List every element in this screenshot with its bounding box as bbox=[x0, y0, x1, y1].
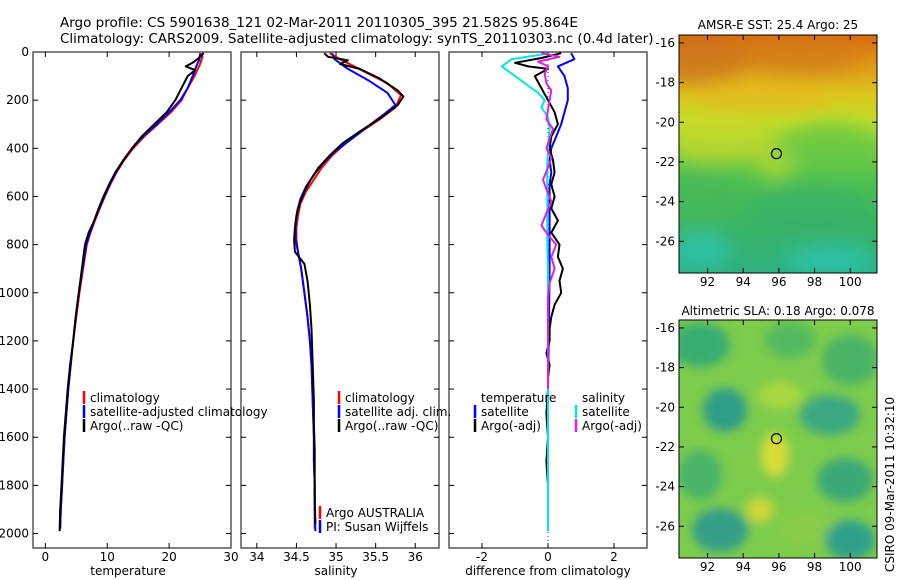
legend-label: climatology bbox=[345, 391, 415, 405]
sla-map-field bbox=[679, 320, 877, 558]
y-tick-label: -22 bbox=[655, 440, 675, 454]
series-line-temperature-argo-adj bbox=[514, 52, 564, 486]
y-tick-label: 400 bbox=[6, 141, 29, 155]
salinity-legend: climatology satellite adj. clim. Argo(..… bbox=[318, 391, 451, 534]
y-tick-label: -16 bbox=[655, 36, 675, 50]
x-tick-label: 10 bbox=[100, 550, 115, 564]
temperature-lines bbox=[58, 52, 205, 532]
y-tick-label: -18 bbox=[655, 76, 675, 90]
difference-lines bbox=[500, 52, 576, 548]
temperature-axes bbox=[32, 51, 232, 549]
y-tick-label: 1000 bbox=[0, 286, 29, 300]
x-tick-label: 92 bbox=[700, 560, 715, 574]
argo-position-markers bbox=[770, 148, 783, 445]
y-tick-label: 1200 bbox=[0, 334, 29, 348]
legend-label: satellite bbox=[481, 405, 529, 419]
figure-title-line2: Climatology: CARS2009. Satellite-adjuste… bbox=[60, 31, 653, 47]
x-tick-label: -2 bbox=[476, 550, 488, 564]
x-tick-label: 0 bbox=[544, 550, 552, 564]
x-tick-label: 96 bbox=[771, 560, 786, 574]
temperature-legend: climatology satellite-adjusted climatolo… bbox=[82, 391, 268, 433]
y-tick-label: 600 bbox=[6, 189, 29, 203]
y-tick-label: -20 bbox=[655, 115, 675, 129]
tick-labels: 0 10 20 30020040060080010001200140016001800… bbox=[0, 35, 877, 574]
x-tick-label: 30 bbox=[223, 550, 238, 564]
legend-header-salinity: salinity bbox=[582, 391, 625, 405]
legend-header-temperature: temperature bbox=[481, 391, 556, 405]
x-tick-label: 35 bbox=[328, 550, 343, 564]
legend-label: satellite adj. clim. bbox=[345, 405, 451, 419]
x-tick-label: 100 bbox=[839, 275, 862, 289]
series-line-argo-raw-qc bbox=[293, 52, 405, 524]
x-tick-label: 2 bbox=[610, 550, 618, 564]
legend-label: Argo(-adj) bbox=[582, 419, 642, 433]
x-tick-label: 20 bbox=[161, 550, 176, 564]
x-tick-label: 96 bbox=[771, 275, 786, 289]
sst-map-field bbox=[679, 35, 877, 273]
legend-label: satellite bbox=[582, 405, 630, 419]
series-line-salinity-argo-adj bbox=[537, 52, 561, 390]
series-line-climatology bbox=[295, 52, 402, 529]
series-line-temperature-satellite bbox=[547, 52, 576, 390]
series-line-satellite-adjusted-climatology bbox=[59, 53, 202, 529]
side-label: CSIRO 09-Mar-2011 10:32:10 bbox=[883, 397, 897, 572]
sst-map-title: AMSR-E SST: 25.4 Argo: 25 bbox=[698, 18, 858, 32]
figure-title-line1: Argo profile: CS 5901638_121 02-Mar-2011… bbox=[60, 15, 578, 31]
x-tick-label: 35.5 bbox=[362, 550, 389, 564]
series-line-salinity-satellite bbox=[500, 52, 551, 532]
y-tick-label: 200 bbox=[6, 93, 29, 107]
legend-label: Argo(..raw -QC) bbox=[90, 419, 183, 433]
y-tick-label: -18 bbox=[655, 361, 675, 375]
y-tick-label: -24 bbox=[655, 195, 675, 209]
annotation-argo-australia: Argo AUSTRALIA bbox=[326, 506, 425, 520]
x-tick-label: 34.5 bbox=[283, 550, 310, 564]
y-tick-label: 1400 bbox=[0, 382, 29, 396]
annotation-pi: PI: Susan Wijffels bbox=[326, 520, 428, 534]
argo-position-marker bbox=[770, 433, 783, 445]
difference-xlabel: difference from climatology bbox=[465, 564, 631, 578]
x-tick-label: 98 bbox=[807, 560, 822, 574]
x-tick-label: 94 bbox=[736, 560, 751, 574]
y-tick-label: -24 bbox=[655, 480, 675, 494]
series-line-satellite-adj-clim bbox=[294, 52, 397, 532]
y-tick-label: 1800 bbox=[0, 478, 29, 492]
salinity-xlabel: salinity bbox=[314, 564, 357, 578]
series-line-climatology bbox=[59, 52, 204, 529]
x-tick-label: 36 bbox=[408, 550, 423, 564]
y-tick-label: -22 bbox=[655, 155, 675, 169]
x-tick-label: 0 bbox=[42, 550, 50, 564]
y-tick-label: -20 bbox=[655, 400, 675, 414]
x-tick-label: 98 bbox=[807, 275, 822, 289]
argo-position-marker bbox=[770, 148, 783, 160]
temperature-xlabel: temperature bbox=[90, 564, 165, 578]
salinity-lines bbox=[293, 52, 405, 532]
sst-map-axes bbox=[678, 34, 878, 274]
x-tick-label: 94 bbox=[736, 275, 751, 289]
salinity-axes bbox=[240, 51, 440, 549]
y-tick-label: -26 bbox=[655, 519, 675, 533]
sla-map-axes bbox=[678, 319, 878, 559]
y-tick-label: -26 bbox=[655, 234, 675, 248]
sla-map-title: Altimetric SLA: 0.18 Argo: 0.078 bbox=[681, 304, 874, 318]
x-tick-label: 34 bbox=[249, 550, 264, 564]
legend-label: Argo(..raw -QC) bbox=[345, 419, 438, 433]
x-tick-label: 92 bbox=[700, 275, 715, 289]
y-tick-label: 2000 bbox=[0, 527, 29, 541]
difference-legend: temperature satellite Argo(-adj) salinit… bbox=[473, 391, 642, 433]
y-tick-label: 0 bbox=[21, 45, 29, 59]
y-tick-label: 1600 bbox=[0, 430, 29, 444]
legend-label: satellite-adjusted climatology bbox=[90, 405, 268, 419]
x-tick-label: 100 bbox=[839, 560, 862, 574]
y-tick-label: 800 bbox=[6, 238, 29, 252]
legend-label: climatology bbox=[90, 391, 160, 405]
legend-label: Argo(-adj) bbox=[481, 419, 541, 433]
y-tick-label: -16 bbox=[655, 321, 675, 335]
series-line-argo-raw-qc bbox=[58, 52, 205, 532]
